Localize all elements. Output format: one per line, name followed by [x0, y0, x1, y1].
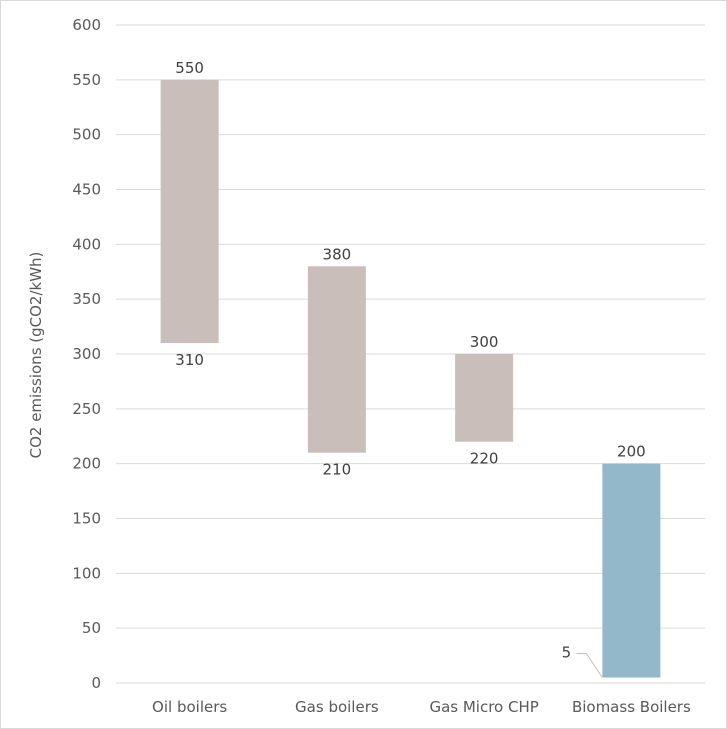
y-tick-label: 100	[72, 564, 101, 582]
bars	[160, 79, 661, 678]
high-value-label: 550	[175, 59, 204, 77]
range-bar	[602, 463, 661, 678]
y-axis-ticks: 0 50 100 150 200 250 300 350 400 450 500 550 600	[72, 16, 101, 692]
y-tick-label: 150	[72, 510, 101, 528]
y-tick-label: 200	[72, 455, 101, 473]
low-value-label: 5	[562, 644, 572, 662]
y-tick-label: 250	[72, 400, 101, 418]
range-bar	[160, 79, 219, 344]
y-tick-label: 500	[72, 126, 101, 144]
y-tick-label: 300	[72, 345, 101, 363]
leader-line	[585, 653, 603, 678]
data-labels: 550 310 380 210 300 220 200 5	[175, 59, 646, 678]
y-tick-label: 600	[72, 16, 101, 34]
y-tick-label: 400	[72, 235, 101, 253]
y-tick-label: 50	[82, 619, 101, 637]
range-bar	[307, 266, 366, 453]
low-value-label: 310	[175, 351, 204, 369]
y-tick-label: 450	[72, 181, 101, 199]
high-value-label: 380	[323, 245, 352, 263]
low-value-label: 210	[323, 461, 352, 479]
y-tick-label: 350	[72, 290, 101, 308]
y-tick-label: 0	[91, 674, 101, 692]
y-axis-title: CO2 emissions (gCO2/kWh)	[27, 252, 45, 459]
high-value-label: 200	[617, 443, 646, 461]
x-category-label: Biomass Boilers	[572, 698, 691, 716]
x-category-label: Gas Micro CHP	[429, 698, 538, 716]
x-axis-categories: Oil boilers Gas boilers Gas Micro CHP Bioma…	[152, 698, 691, 716]
high-value-label: 300	[470, 333, 499, 351]
y-tick-label: 550	[72, 71, 101, 89]
range-bar	[455, 354, 514, 442]
x-category-label: Gas boilers	[295, 698, 379, 716]
low-value-label: 220	[470, 450, 499, 468]
x-category-label: Oil boilers	[152, 698, 227, 716]
